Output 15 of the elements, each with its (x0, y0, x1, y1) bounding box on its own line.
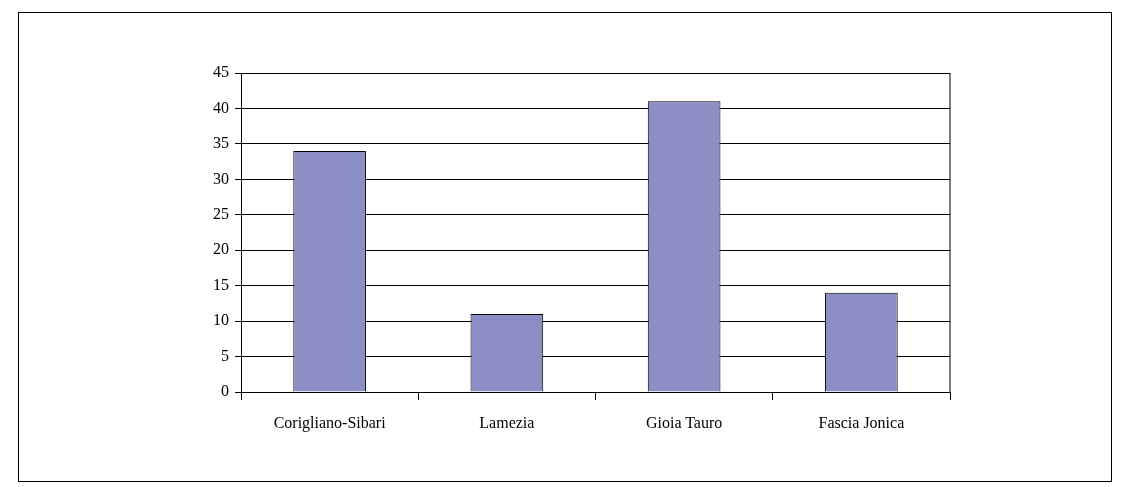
y-tick-label: 35 (213, 134, 229, 152)
y-tick-label: 5 (221, 346, 229, 364)
frame-border: Corigliano-Sibari Lamezia Gioia Tauro Fascia Jonica 0 5 10 15 20 25 30 35 40 45 (18, 12, 1112, 482)
y-tick-label: 0 (221, 382, 229, 400)
y-tick-label: 25 (213, 204, 229, 222)
y-tick-label: 20 (213, 240, 229, 258)
x-tick-label: Lamezia (479, 413, 535, 431)
y-tick-label: 40 (213, 98, 229, 116)
x-tick-label: Gioia Tauro (645, 413, 723, 431)
x-tick-label: Corigliano-Sibari (273, 413, 387, 432)
y-tick-label: 15 (213, 275, 229, 293)
x-tick-label: Fascia Jonica (818, 413, 905, 431)
y-tick-label: 30 (213, 169, 229, 187)
y-tick-label: 10 (213, 311, 229, 329)
y-tick-label: 45 (213, 63, 229, 81)
